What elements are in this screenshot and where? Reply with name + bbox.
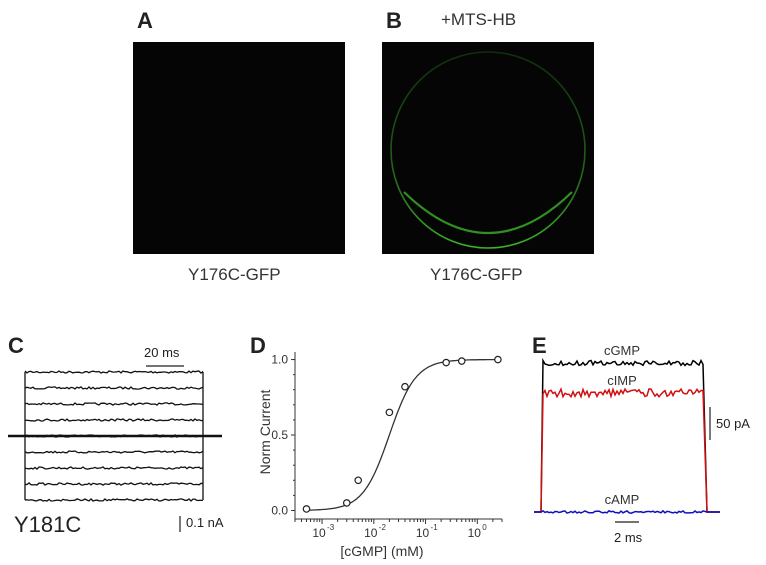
data-points	[302, 355, 502, 513]
panel-c-current-scale-label: 0.1 nA	[186, 515, 224, 530]
trace-cimp	[534, 386, 720, 513]
data-point	[401, 382, 409, 391]
data-point	[342, 499, 351, 507]
x-tick-label: 10	[416, 526, 430, 540]
data-point	[385, 408, 394, 417]
x-tick-label: 10	[312, 526, 326, 540]
trace-label-camp: cAMP	[605, 492, 640, 507]
x-tick-exponent: 0	[482, 523, 487, 532]
x-tick-exponent: -1	[431, 523, 439, 532]
trace-label-cimp: cIMP	[607, 373, 637, 388]
x-tick-label: 10	[364, 526, 378, 540]
data-point	[442, 358, 450, 367]
y-tick-label: 1.0	[271, 353, 288, 367]
x-tick-exponent: -3	[327, 523, 335, 532]
current-trace	[24, 466, 204, 470]
panel-e-traces: cGMP cIMP cAMP	[534, 343, 720, 514]
panel-c-construct-label: Y181C	[14, 512, 82, 537]
trace-camp	[534, 509, 720, 514]
green-membrane-ring	[390, 51, 586, 249]
data-point	[457, 357, 466, 365]
current-trace	[24, 370, 204, 374]
panel-b-caption: Y176C-GFP	[430, 265, 523, 284]
panel-c-letter: C	[8, 333, 24, 358]
chart-axes: 0.00.51.010 -3 10 -2 10 -1 10 0	[271, 352, 503, 540]
panel-e-letter: E	[532, 333, 547, 358]
panel-e-time-scale-bar	[615, 521, 639, 523]
panel-b-title: +MTS-HB	[441, 10, 517, 29]
y-tick-label: 0.0	[271, 503, 288, 517]
trace-label-cgmp: cGMP	[604, 343, 640, 358]
panel-c-traces	[8, 365, 222, 502]
current-trace	[24, 385, 204, 390]
panel-c-current-scale-bar	[179, 516, 181, 532]
current-trace	[24, 497, 204, 502]
x-axis-label: [cGMP] (mM)	[340, 543, 423, 559]
trace-cgmp	[534, 357, 720, 513]
hill-fit-line	[306, 358, 499, 511]
panel-a-letter: A	[137, 8, 153, 33]
data-point	[354, 476, 363, 485]
current-trace	[24, 402, 204, 406]
current-trace	[24, 418, 204, 422]
panel-b-image	[382, 42, 594, 254]
fit-curve	[306, 358, 499, 511]
panel-c-time-scale-label: 20 ms	[144, 345, 180, 360]
panel-e-time-scale-label: 2 ms	[614, 530, 643, 545]
panel-d-letter: D	[250, 333, 266, 358]
panel-e-current-scale-label: 50 pA	[716, 416, 750, 431]
x-tick-label: 10	[468, 526, 482, 540]
dose-response-chart: 0.00.51.010 -3 10 -2 10 -1 10 0 Norm Current [c…	[257, 352, 503, 559]
panel-b-letter: B	[386, 8, 402, 33]
panel-a-caption: Y176C-GFP	[188, 265, 281, 284]
x-tick-exponent: -2	[379, 523, 387, 532]
y-tick-label: 0.5	[271, 428, 288, 442]
current-trace	[24, 450, 204, 454]
panel-a-image	[133, 42, 345, 254]
data-point	[302, 505, 311, 513]
panel-e-current-scale-bar	[709, 407, 711, 440]
data-point	[494, 355, 502, 364]
y-axis-label: Norm Current	[257, 389, 273, 474]
current-trace	[24, 482, 204, 486]
